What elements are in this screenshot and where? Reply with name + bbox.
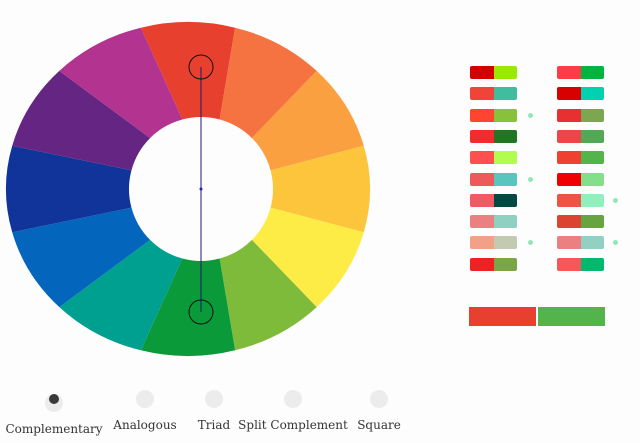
swatch (557, 257, 581, 271)
swatch (470, 151, 494, 165)
palette-swatch-pair[interactable] (557, 66, 604, 79)
swatch (493, 87, 517, 101)
palette-marker-dot (528, 176, 533, 182)
swatch (580, 215, 604, 229)
palette-marker-dot (613, 240, 618, 246)
swatch (493, 151, 517, 165)
result-swatch-2[interactable] (538, 307, 605, 326)
swatch (493, 129, 517, 143)
palette-swatch-pair[interactable] (470, 215, 517, 229)
swatch (470, 66, 494, 79)
swatch (493, 236, 517, 250)
swatch (470, 172, 494, 186)
mode-option-square[interactable]: Square (319, 390, 439, 432)
palette-swatch-pair[interactable] (470, 151, 517, 165)
swatch (580, 151, 604, 165)
mode-label: Square (357, 418, 401, 432)
palette-swatch-pair[interactable] (557, 151, 604, 165)
swatch (580, 66, 604, 79)
wheel-segment[interactable] (251, 207, 364, 308)
palette-swatch-pair[interactable] (557, 87, 604, 101)
swatch (580, 172, 604, 186)
mode-option-complementary[interactable]: Complementary (0, 390, 114, 436)
palette-marker-dot (613, 197, 618, 203)
handle-primary[interactable] (188, 54, 214, 80)
radio-icon[interactable] (45, 394, 63, 412)
wheel-segment[interactable] (6, 145, 132, 233)
color-wheel[interactable] (0, 0, 380, 370)
handle-complement[interactable] (188, 299, 214, 325)
wheel-segment[interactable] (270, 145, 370, 233)
swatch (557, 108, 581, 122)
mode-option-triad[interactable]: Triad (154, 390, 274, 432)
wheel-segment[interactable] (12, 70, 151, 171)
palette-swatch-pair[interactable] (470, 87, 517, 101)
palette-swatch-pair[interactable] (557, 108, 604, 122)
swatch (493, 172, 517, 186)
wheel-segment[interactable] (140, 258, 236, 356)
radio-icon[interactable] (370, 390, 388, 408)
swatch (470, 257, 494, 271)
center-dot (199, 187, 203, 191)
palette-swatch-pair[interactable] (557, 193, 604, 207)
palette-swatch-pair[interactable] (470, 257, 517, 271)
swatch (580, 129, 604, 143)
swatch (557, 87, 581, 101)
swatch (557, 66, 581, 79)
palette-swatch-pair[interactable] (470, 172, 517, 186)
mode-label: Complementary (5, 422, 103, 436)
swatch (470, 193, 494, 207)
swatch (557, 193, 581, 207)
swatch (580, 193, 604, 207)
palette-swatch-pair[interactable] (470, 236, 517, 250)
wheel-segment[interactable] (219, 239, 317, 351)
swatch (470, 108, 494, 122)
swatch (557, 129, 581, 143)
wheel-segment[interactable] (59, 27, 183, 139)
palette-swatch-pair[interactable] (470, 193, 517, 207)
palette-marker-dot (528, 240, 533, 246)
mode-label: Analogous (113, 418, 177, 432)
wheel-segment[interactable] (12, 207, 151, 308)
swatch (580, 236, 604, 250)
palette-marker-dot (528, 112, 533, 118)
swatch (493, 108, 517, 122)
palette-swatch-pair[interactable] (557, 129, 604, 143)
swatch (580, 87, 604, 101)
mode-option-split-complement[interactable]: Split Complement (233, 390, 353, 432)
swatch (580, 257, 604, 271)
palette-swatch-pair[interactable] (557, 172, 604, 186)
swatch (493, 215, 517, 229)
palette-swatch-pair[interactable] (470, 129, 517, 143)
swatch (493, 257, 517, 271)
palette-swatch-pair[interactable] (470, 66, 517, 79)
palette-swatch-pair[interactable] (557, 215, 604, 229)
mode-label: Triad (197, 418, 231, 432)
swatch (493, 66, 517, 79)
wheel-segment[interactable] (219, 27, 317, 139)
swatch (580, 108, 604, 122)
swatch (470, 129, 494, 143)
radio-icon[interactable] (136, 390, 154, 408)
swatch (557, 236, 581, 250)
wheel-segment[interactable] (59, 239, 183, 351)
mode-label: Split Complement (238, 418, 348, 432)
result-swatch-1[interactable] (469, 307, 536, 326)
swatch (470, 87, 494, 101)
radio-icon[interactable] (205, 390, 223, 408)
radio-icon[interactable] (284, 390, 302, 408)
palette-swatch-pair[interactable] (557, 236, 604, 250)
swatch (557, 172, 581, 186)
mode-option-analogous[interactable]: Analogous (85, 390, 205, 432)
wheel-segment[interactable] (251, 70, 364, 171)
swatch (470, 215, 494, 229)
palette-swatch-pair[interactable] (470, 108, 517, 122)
palette-swatch-pair[interactable] (557, 257, 604, 271)
swatch (557, 151, 581, 165)
swatch (470, 236, 494, 250)
swatch (557, 215, 581, 229)
wheel-segment[interactable] (140, 22, 236, 120)
swatch (493, 193, 517, 207)
